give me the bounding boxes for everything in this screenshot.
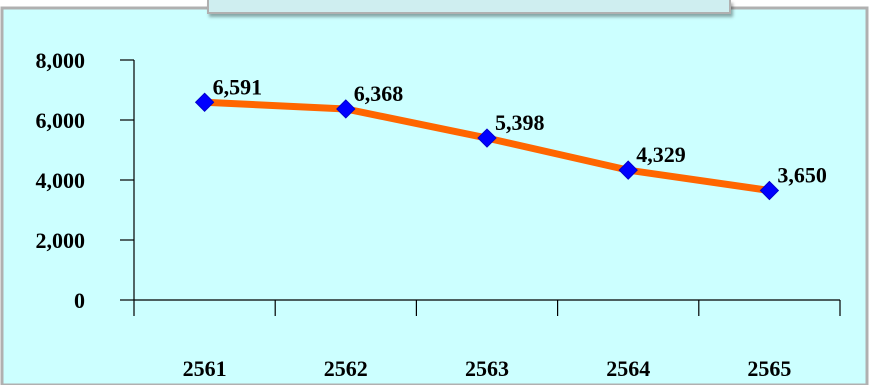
data-label: 6,368 (354, 81, 404, 106)
data-point-marker (618, 160, 638, 180)
chart-frame (0, 6, 869, 385)
data-point-marker (194, 92, 215, 112)
y-tick-label: 2,000 (36, 228, 86, 253)
series (194, 92, 780, 201)
y-tick-label: 4,000 (36, 168, 86, 193)
data-label: 6,591 (213, 74, 263, 99)
data-label: 4,329 (636, 142, 686, 167)
x-tick-labels: 2561 2562 2563 2564 2565 (183, 356, 792, 381)
data-label: 3,650 (777, 163, 827, 188)
x-tick-label: 2561 (183, 356, 227, 381)
x-tick-label: 2562 (324, 356, 368, 381)
y-tick-labels: 0 2,000 4,000 6,000 8,000 (36, 48, 86, 313)
x-tick-label: 2563 (465, 356, 509, 381)
x-tick-label: 2565 (747, 356, 791, 381)
y-tick-label: 8,000 (36, 48, 86, 73)
data-point-marker (477, 128, 497, 148)
header-tab (207, 0, 731, 14)
data-label: 5,398 (495, 110, 545, 135)
x-tick-label: 2564 (606, 356, 650, 381)
y-tick-label: 0 (74, 288, 85, 313)
data-labels: 6,591 6,368 5,398 4,329 3,650 (213, 74, 827, 187)
data-point-marker (759, 180, 780, 201)
data-point-marker (336, 99, 356, 119)
y-tick-label: 6,000 (36, 108, 86, 133)
axes (120, 59, 841, 316)
